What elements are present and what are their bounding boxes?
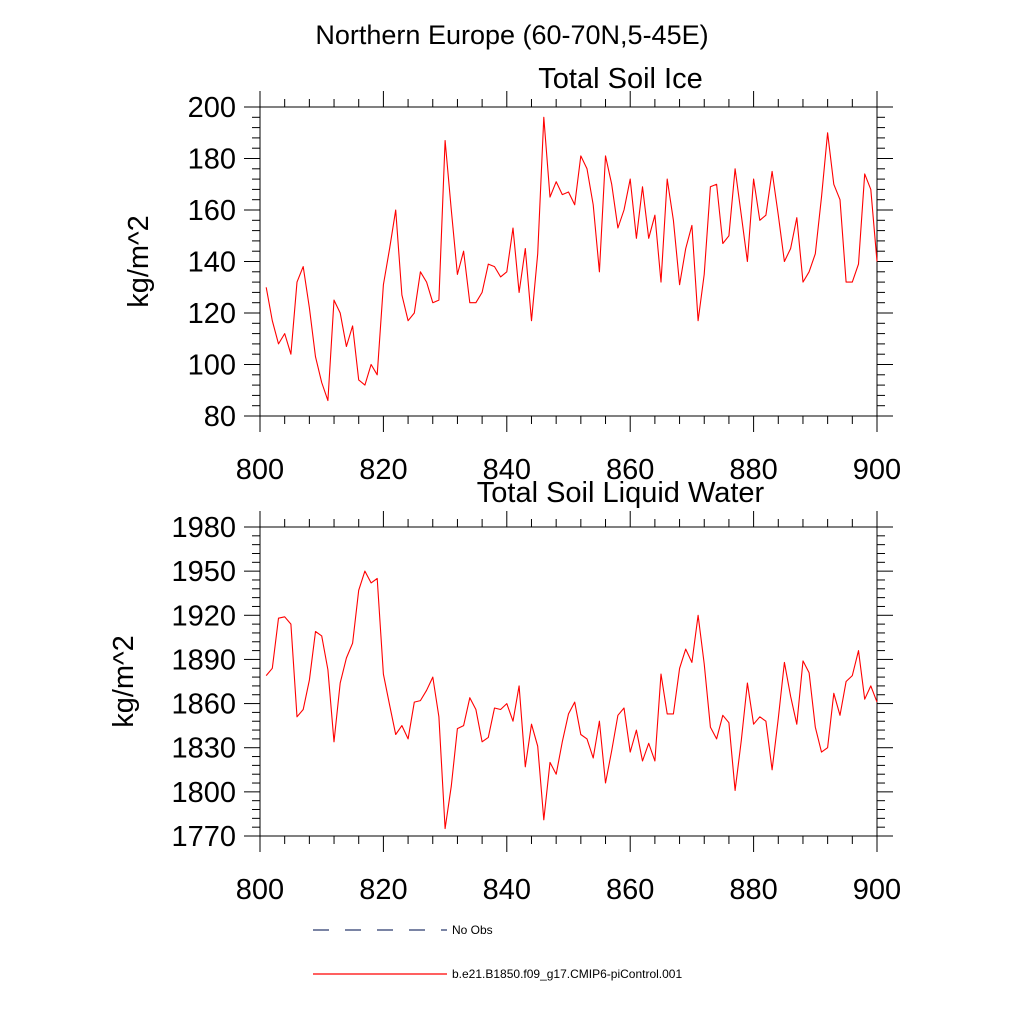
x-tick-label: 800 xyxy=(236,454,284,486)
y-axis-label: kg/m^2 xyxy=(108,635,140,728)
y-tick-label: 140 xyxy=(188,247,236,279)
y-tick-label: 200 xyxy=(188,92,236,124)
x-tick-label: 860 xyxy=(606,454,654,486)
x-tick-label: 840 xyxy=(483,454,531,486)
chart-title: Total Soil Liquid Water xyxy=(477,477,765,509)
x-tick-label: 800 xyxy=(236,874,284,906)
y-tick-label: 120 xyxy=(188,298,236,330)
y-tick-label: 160 xyxy=(188,195,236,227)
legend: No Obs b.e21.B1850.f09_g17.CMIP6-piContr… xyxy=(313,923,682,981)
x-tick-label: 860 xyxy=(606,874,654,906)
chart-title: Total Soil Ice xyxy=(538,63,702,95)
series-line xyxy=(265,570,878,830)
y-tick-label: 1980 xyxy=(171,512,236,544)
x-tick-label: 900 xyxy=(853,454,901,486)
x-tick-label: 880 xyxy=(729,454,777,486)
x-tick-label: 820 xyxy=(359,454,407,486)
y-tick-label: 1800 xyxy=(171,777,236,809)
y-tick-label: 1770 xyxy=(171,821,236,853)
panel-total-soil-liquid-water: Total Soil Liquid Water kg/m^2 800 820 840 86… xyxy=(108,477,901,906)
y-tick-label: 180 xyxy=(188,144,236,176)
figure-suptitle: Northern Europe (60-70N,5-45E) xyxy=(315,20,708,50)
y-tick-label: 1860 xyxy=(171,689,236,721)
y-tick-label: 1950 xyxy=(171,556,236,588)
x-tick-label: 820 xyxy=(359,874,407,906)
legend-label-no-obs: No Obs xyxy=(452,923,493,937)
series-line xyxy=(265,116,878,402)
y-tick-label: 80 xyxy=(204,401,236,433)
x-tick-label: 840 xyxy=(483,874,531,906)
y-tick-label: 1890 xyxy=(171,644,236,676)
x-tick-label: 880 xyxy=(729,874,777,906)
plot-frame xyxy=(259,526,878,837)
legend-label-model: b.e21.B1850.f09_g17.CMIP6-piControl.001 xyxy=(452,967,682,981)
x-tick-label: 900 xyxy=(853,874,901,906)
panel-total-soil-ice: Total Soil Ice kg/m^2 800 820 840 860 880 900 80… xyxy=(123,63,901,486)
y-tick-label: 1830 xyxy=(171,733,236,765)
y-tick-label: 1920 xyxy=(171,600,236,632)
y-tick-label: 100 xyxy=(188,350,236,382)
y-axis-label: kg/m^2 xyxy=(123,215,155,308)
